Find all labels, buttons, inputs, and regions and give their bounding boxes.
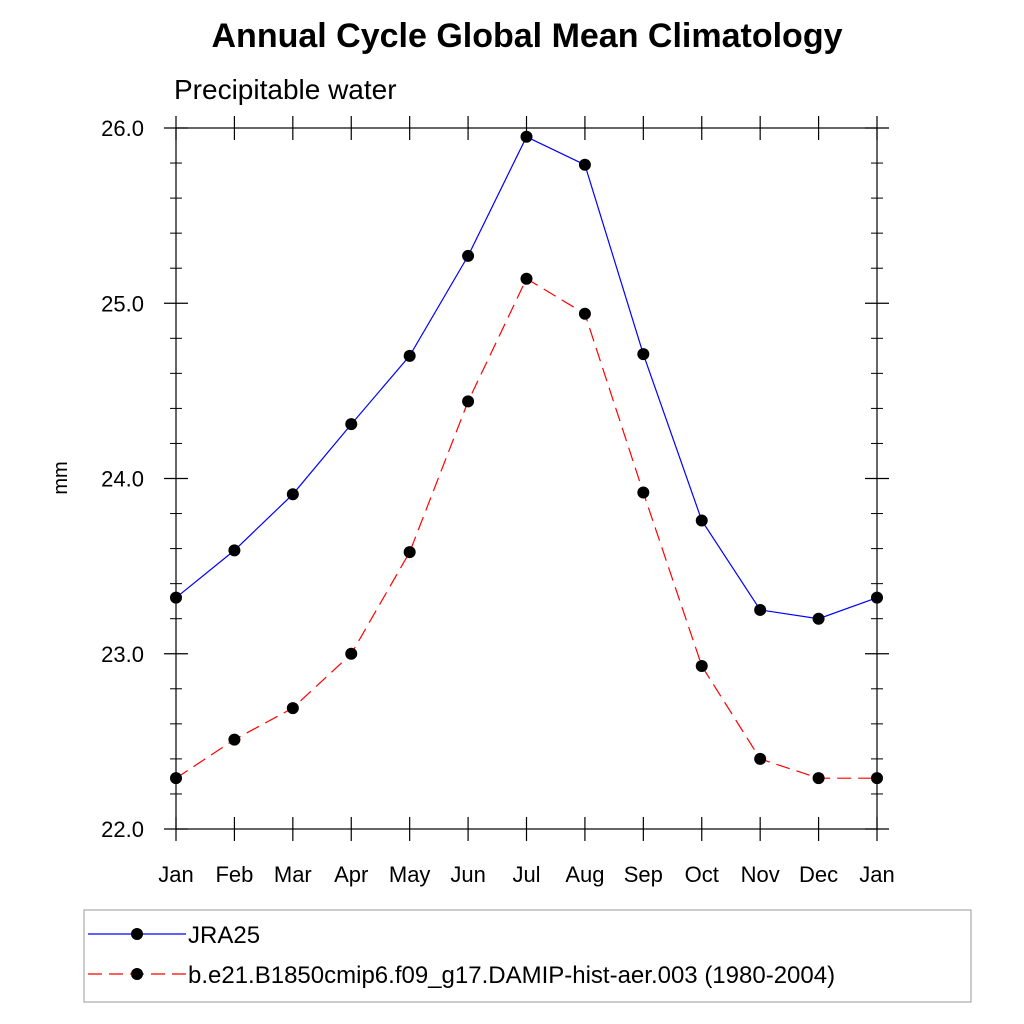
series-1-point [462,249,475,262]
series-2-point [812,772,825,785]
chart-title: Annual Cycle Global Mean Climatology [212,17,843,55]
y-tick-label: 22.0 [101,817,144,842]
series-2-point [578,307,591,320]
y-axis-label: mm [50,461,72,494]
series-1-point [812,612,825,625]
series-1-point [345,418,358,431]
x-tick-label: Nov [741,862,780,887]
x-tick-label: Jan [158,862,193,887]
x-tick-label: Jul [512,862,540,887]
series-1-point [520,130,533,143]
series-line-1 [175,136,878,620]
series-1-point [637,348,650,361]
y-tick-label: 23.0 [101,642,144,667]
series-2-point [403,546,416,559]
series-layer [170,130,883,785]
series-1-point [403,349,416,362]
series-1-point [754,603,767,616]
legend-marker-2 [131,968,143,980]
series-2-point [520,272,533,285]
series-2-point [871,772,883,785]
series-2-point [695,660,708,673]
series-1-point [871,591,883,604]
x-tick-label: Mar [274,862,312,887]
x-tick-label: Apr [334,862,368,887]
legend-label-2: b.e21.B1850cmip6.f09_g17.DAMIP-hist-aer.… [188,962,835,989]
legend-marker-1 [131,928,143,940]
chart-subtitle: Precipitable water [174,74,397,105]
x-tick-label: Jun [450,862,485,887]
x-tick-label: Feb [215,862,253,887]
y-tick-label: 24.0 [101,467,144,492]
series-line-2 [175,277,877,779]
series-2-point [286,702,299,715]
legend-label-1: JRA25 [188,922,260,949]
series-1-point [286,488,299,501]
x-tick-label: Oct [685,862,719,887]
y-tick-label: 25.0 [101,291,144,316]
series-2-point [170,772,182,785]
series-2-point [228,733,241,746]
y-tick-label: 26.0 [101,116,144,141]
legend-box [83,909,972,1003]
series-1-point [695,514,708,527]
ticks-layer: Jan Feb Mar Apr May Jun Jul Aug Sep Oct Nov Dec Jan 2… [101,116,895,887]
series-1-point [228,544,241,557]
series-2-point [462,395,475,408]
x-tick-label: Sep [624,862,663,887]
series-2-point [637,486,650,499]
legend: JRA25 b.e21.B1850cmip6.f09_g17.DAMIP-hist… [88,922,835,989]
x-tick-label: Aug [565,862,604,887]
series-1-point [578,158,591,171]
x-tick-label: Jan [859,862,894,887]
series-1-point [170,591,182,604]
x-tick-label: May [389,862,431,887]
x-tick-label: Dec [799,862,838,887]
series-2-point [345,647,358,660]
plot-frame [175,127,878,830]
series-2-point [754,752,767,765]
